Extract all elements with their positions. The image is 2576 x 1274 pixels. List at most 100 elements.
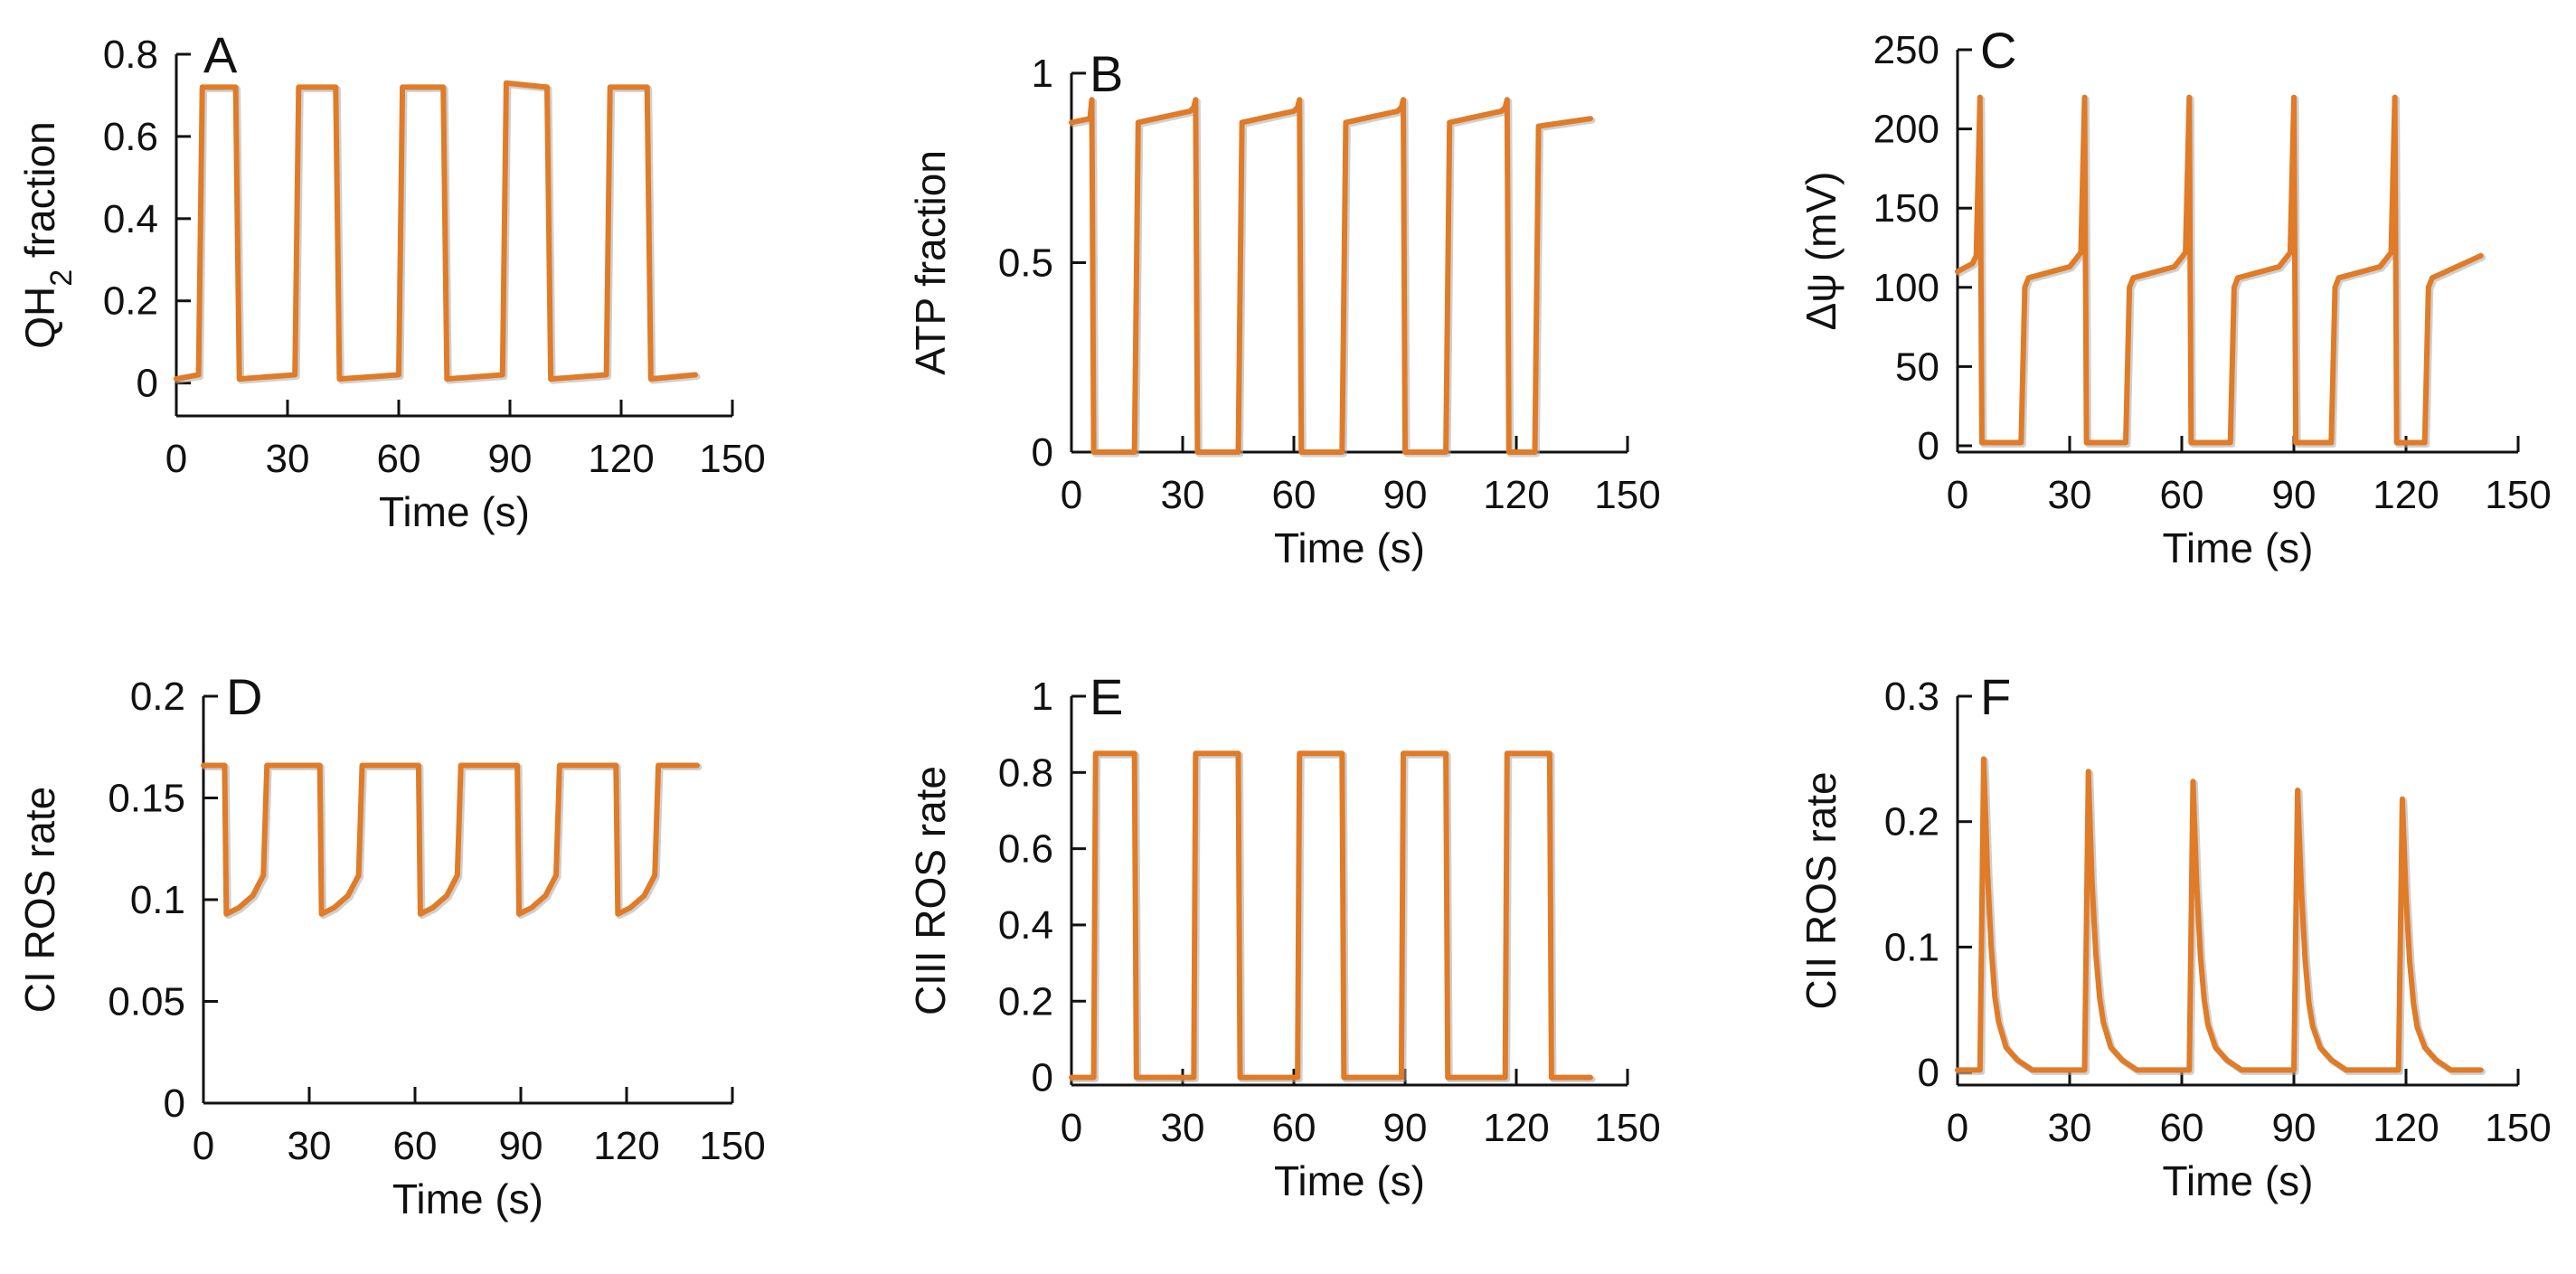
panel-d-x-axis-title: Time (s) bbox=[392, 1175, 543, 1222]
y-tick-label: 1 bbox=[1032, 52, 1053, 96]
panel-c-ticks: 0 30 60 90 120 150 0 50 100 150 200 250 bbox=[1873, 28, 2552, 517]
x-tick-label: 150 bbox=[2485, 473, 2551, 517]
x-tick-label: 150 bbox=[699, 1124, 765, 1168]
y-tick-label: 0.2 bbox=[998, 979, 1053, 1024]
panel-d-y-axis-title: CI ROS rate bbox=[16, 787, 63, 1014]
panel-b-series-0-line bbox=[1069, 97, 1593, 455]
x-tick-label: 30 bbox=[2048, 473, 2092, 517]
panel-f-series bbox=[1955, 756, 2486, 1075]
panel-a-y-axis-title-main: QH bbox=[16, 287, 63, 349]
y-tick-label: 0.5 bbox=[998, 241, 1053, 285]
x-tick-label: 90 bbox=[1383, 1106, 1428, 1150]
x-tick-label: 60 bbox=[2160, 1106, 2204, 1150]
panel-b-series bbox=[1069, 97, 1596, 458]
y-tick-label: 0 bbox=[164, 1081, 185, 1126]
panel-d-series-0-shadow bbox=[202, 764, 703, 920]
panel-c-letter: C bbox=[1980, 22, 2016, 79]
panel-b-y-axis-title: ATP fraction bbox=[907, 150, 954, 375]
panel-f-letter: F bbox=[1980, 668, 2011, 725]
x-tick-label: 120 bbox=[2373, 1106, 2439, 1150]
panel-e-series-0-line bbox=[1069, 750, 1593, 1081]
x-tick-label: 0 bbox=[193, 1124, 214, 1168]
y-tick-label: 0.8 bbox=[103, 33, 158, 77]
x-tick-label: 0 bbox=[1947, 473, 1968, 517]
x-tick-label: 30 bbox=[1161, 473, 1205, 517]
x-tick-label: 0 bbox=[1061, 1106, 1082, 1150]
panel-c-series-0-shadow bbox=[1956, 96, 2486, 448]
panel-b-letter: B bbox=[1090, 45, 1123, 102]
panel-e-series-0-shadow bbox=[1070, 751, 1596, 1083]
panel-f: 0 30 60 90 120 150 0 0.1 0.2 0.3 F Time (s) CII R… bbox=[1798, 668, 2552, 1204]
x-tick-label: 30 bbox=[1161, 1106, 1205, 1150]
x-tick-label: 120 bbox=[2373, 473, 2439, 517]
y-tick-label: 0.15 bbox=[108, 777, 185, 821]
y-tick-label: 1 bbox=[1032, 675, 1053, 719]
panel-e: 0 30 60 90 120 150 0 0.2 0.4 0.6 0.8 1 E Time (s) C… bbox=[907, 668, 1661, 1204]
panel-e-ticks: 0 30 60 90 120 150 0 0.2 0.4 0.6 0.8 1 bbox=[998, 675, 1661, 1150]
panel-b: 0 30 60 90 120 150 0 0.5 1 B Time (s) ATP fracti… bbox=[907, 45, 1661, 571]
y-tick-label: 0.8 bbox=[998, 750, 1053, 795]
x-tick-label: 150 bbox=[1594, 1106, 1660, 1150]
y-tick-label: 0.4 bbox=[998, 903, 1053, 948]
y-tick-label: 0.1 bbox=[130, 878, 185, 922]
y-tick-label: 0.2 bbox=[1884, 800, 1939, 845]
y-tick-label: 0.6 bbox=[103, 115, 158, 159]
panel-a-y-axis-title-rest: fraction bbox=[16, 121, 63, 269]
panel-a-y-axis-title: QH2 fraction bbox=[16, 121, 79, 349]
y-tick-label: 150 bbox=[1873, 186, 1939, 231]
panel-d-series-0-line bbox=[201, 762, 700, 917]
panel-a-ticks: 0 30 60 90 120 150 0 0.2 0.4 0.6 0.8 bbox=[103, 33, 766, 481]
x-tick-label: 150 bbox=[1594, 473, 1660, 517]
x-tick-label: 60 bbox=[1272, 1106, 1316, 1150]
panel-e-letter: E bbox=[1090, 668, 1123, 725]
x-tick-label: 120 bbox=[1483, 1106, 1549, 1150]
panel-b-series-0-shadow bbox=[1070, 98, 1596, 458]
panel-a-x-axis-title: Time (s) bbox=[379, 488, 530, 535]
panel-e-x-axis-title: Time (s) bbox=[1274, 1157, 1425, 1204]
panel-a-letter: A bbox=[203, 26, 238, 83]
x-tick-label: 90 bbox=[1383, 473, 1428, 517]
y-tick-label: 0.3 bbox=[1884, 675, 1939, 719]
panel-f-x-axis-title: Time (s) bbox=[2163, 1157, 2314, 1204]
x-tick-label: 90 bbox=[499, 1124, 543, 1168]
panel-f-series-0-line bbox=[1955, 756, 2484, 1073]
y-tick-label: 100 bbox=[1873, 266, 1939, 310]
y-tick-label: 0.05 bbox=[108, 980, 185, 1024]
x-tick-label: 30 bbox=[2048, 1106, 2092, 1150]
y-tick-label: 0 bbox=[1918, 424, 1939, 468]
y-tick-label: 0.6 bbox=[998, 827, 1053, 872]
panel-c-series-0-line bbox=[1955, 94, 2484, 446]
x-tick-label: 60 bbox=[377, 437, 421, 481]
x-tick-label: 90 bbox=[2272, 473, 2317, 517]
x-tick-label: 150 bbox=[699, 437, 765, 481]
y-tick-label: 200 bbox=[1873, 108, 1939, 152]
panel-f-y-axis-title: CII ROS rate bbox=[1798, 771, 1845, 1009]
panel-a-series-0-line bbox=[174, 80, 698, 382]
panel-b-x-axis-title: Time (s) bbox=[1274, 524, 1425, 571]
x-tick-label: 90 bbox=[488, 437, 533, 481]
y-tick-label: 250 bbox=[1873, 28, 1939, 72]
y-tick-label: 0 bbox=[1032, 1056, 1053, 1100]
x-tick-label: 0 bbox=[1061, 473, 1082, 517]
panel-c-x-axis-title: Time (s) bbox=[2163, 524, 2314, 571]
panel-c-y-axis-title: Δψ (mV) bbox=[1798, 172, 1845, 331]
y-tick-label: 0 bbox=[1032, 430, 1053, 475]
panel-e-series bbox=[1069, 750, 1596, 1083]
y-tick-label: 0.1 bbox=[1884, 925, 1939, 969]
x-tick-label: 60 bbox=[2160, 473, 2204, 517]
panel-a-y-axis-title-subscript: 2 bbox=[44, 269, 79, 287]
panel-a-series bbox=[174, 80, 701, 384]
x-tick-label: 150 bbox=[2485, 1106, 2551, 1150]
x-tick-label: 120 bbox=[593, 1124, 659, 1168]
x-tick-label: 120 bbox=[588, 437, 654, 481]
panel-e-y-axis-title: CIII ROS rate bbox=[907, 766, 954, 1015]
x-tick-label: 0 bbox=[165, 437, 187, 481]
y-tick-label: 0 bbox=[137, 362, 158, 406]
panel-a-series-0-shadow bbox=[175, 81, 701, 384]
panel-d-series bbox=[201, 762, 703, 920]
panel-a: 0 30 60 90 120 150 0 0.2 0.4 0.6 0.8 A Time (s) QH… bbox=[16, 26, 766, 535]
y-tick-label: 0.4 bbox=[103, 197, 158, 241]
